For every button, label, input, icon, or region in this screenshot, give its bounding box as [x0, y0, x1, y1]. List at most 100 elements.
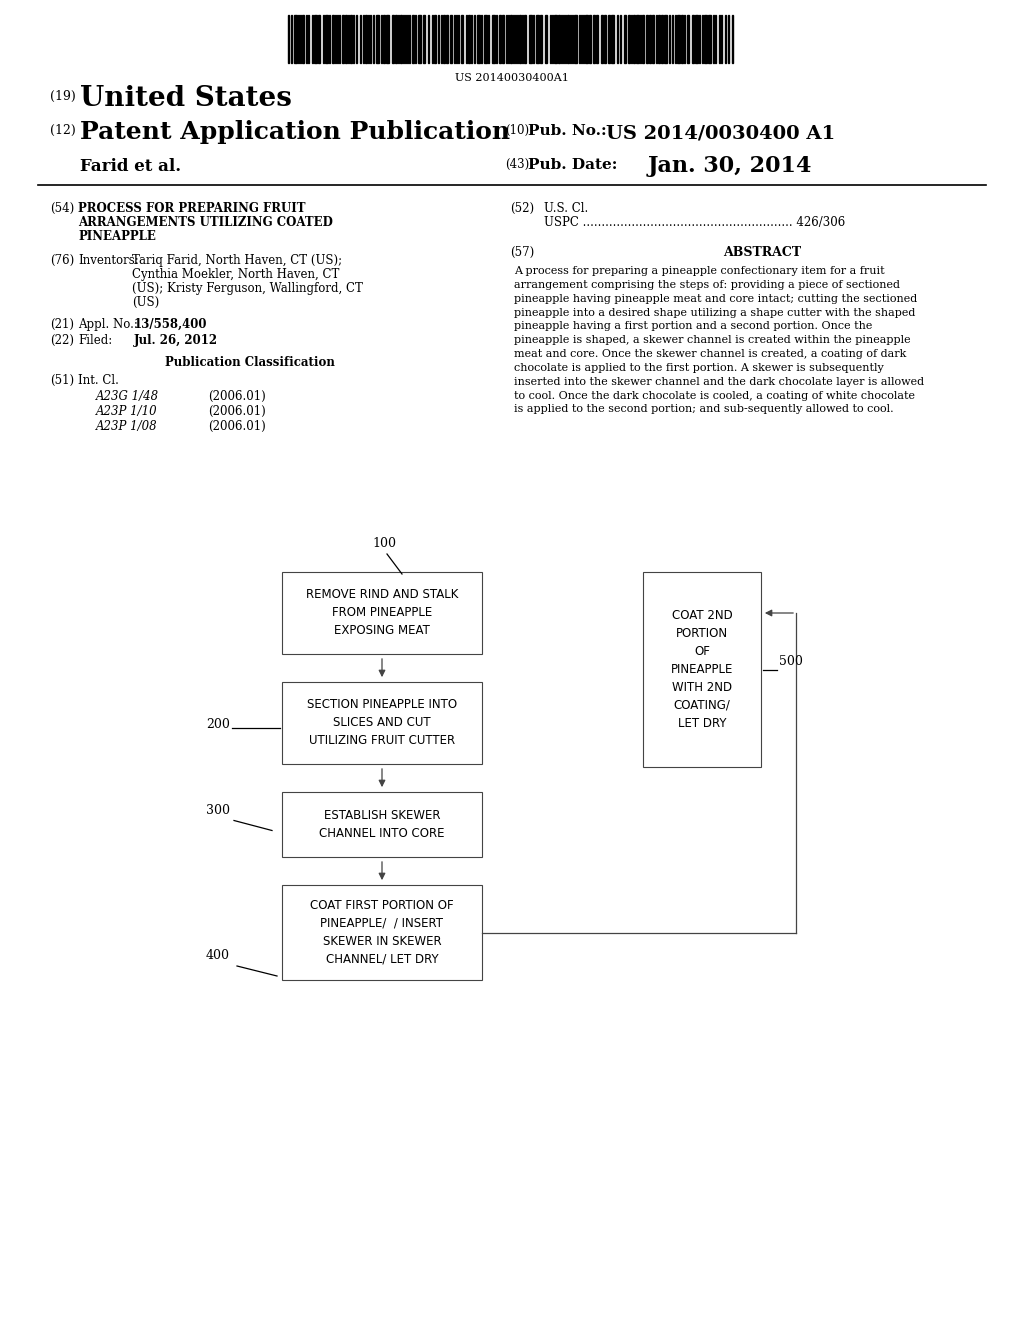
Bar [446, 15, 449, 63]
Bar [499, 15, 501, 63]
Bar [585, 15, 588, 63]
Text: (2006.01): (2006.01) [208, 389, 266, 403]
Text: PINEAPPLE: PINEAPPLE [78, 230, 156, 243]
Text: Cynthia Moekler, North Haven, CT: Cynthia Moekler, North Haven, CT [132, 268, 339, 281]
Bar [593, 15, 595, 63]
Bar [662, 15, 663, 63]
Bar [376, 15, 379, 63]
Text: A process for preparing a pineapple confectionary item for a fruit
arrangement c: A process for preparing a pineapple conf… [514, 267, 924, 414]
Text: Patent Application Publication: Patent Application Publication [80, 120, 510, 144]
Text: ESTABLISH SKEWER
CHANNEL INTO CORE: ESTABLISH SKEWER CHANNEL INTO CORE [319, 809, 444, 840]
Text: (12): (12) [50, 124, 76, 137]
Text: US 2014/0030400 A1: US 2014/0030400 A1 [606, 124, 836, 143]
Text: Publication Classification: Publication Classification [165, 356, 335, 370]
Bar [318, 15, 319, 63]
Bar [468, 15, 470, 63]
Bar [658, 15, 660, 63]
Bar [477, 15, 480, 63]
Text: 200: 200 [206, 718, 230, 731]
Text: (22): (22) [50, 334, 74, 347]
Text: (51): (51) [50, 374, 74, 387]
Bar [314, 15, 317, 63]
Text: 13/558,400: 13/558,400 [134, 318, 208, 331]
Bar [596, 15, 598, 63]
Bar [554, 15, 557, 63]
Text: COAT 2ND
PORTION
OF
PINEAPPLE
WITH 2ND
COATING/
LET DRY: COAT 2ND PORTION OF PINEAPPLE WITH 2ND C… [671, 609, 733, 730]
Bar [567, 15, 569, 63]
Text: (2006.01): (2006.01) [208, 405, 266, 418]
Text: US 20140030400A1: US 20140030400A1 [455, 73, 569, 83]
Text: 400: 400 [206, 949, 230, 962]
Bar [443, 15, 445, 63]
Text: Appl. No.:: Appl. No.: [78, 318, 138, 331]
Bar [400, 15, 402, 63]
Bar [705, 15, 707, 63]
Text: (54): (54) [50, 202, 75, 215]
Bar [628, 15, 630, 63]
Bar [601, 15, 603, 63]
Text: (21): (21) [50, 318, 74, 331]
Text: COAT FIRST PORTION OF
PINEAPPLE/  / INSERT
SKEWER IN SKEWER
CHANNEL/ LET DRY: COAT FIRST PORTION OF PINEAPPLE/ / INSER… [310, 899, 454, 966]
Text: ABSTRACT: ABSTRACT [723, 246, 801, 259]
Bar [708, 15, 711, 63]
Text: (43): (43) [505, 158, 529, 172]
Text: Jul. 26, 2012: Jul. 26, 2012 [134, 334, 218, 347]
FancyBboxPatch shape [282, 682, 482, 764]
Bar [492, 15, 495, 63]
Text: 300: 300 [206, 804, 230, 817]
Bar [524, 15, 526, 63]
Bar [365, 15, 367, 63]
Text: Pub. Date:: Pub. Date: [528, 158, 617, 172]
Text: Tariq Farid, North Haven, CT (US);: Tariq Farid, North Haven, CT (US); [132, 253, 342, 267]
Bar [536, 15, 539, 63]
Bar [345, 15, 347, 63]
Bar [519, 15, 521, 63]
Bar [636, 15, 639, 63]
Text: U.S. Cl.: U.S. Cl. [544, 202, 588, 215]
Bar [325, 15, 328, 63]
Text: SECTION PINEAPPLE INTO
SLICES AND CUT
UTILIZING FRUIT CUTTER: SECTION PINEAPPLE INTO SLICES AND CUT UT… [307, 698, 457, 747]
Text: Int. Cl.: Int. Cl. [78, 374, 119, 387]
Text: REMOVE RIND AND STALK
FROM PINEAPPLE
EXPOSING MEAT: REMOVE RIND AND STALK FROM PINEAPPLE EXP… [306, 589, 458, 638]
Text: Jan. 30, 2014: Jan. 30, 2014 [648, 154, 812, 177]
Text: (52): (52) [510, 202, 535, 215]
Bar [604, 15, 606, 63]
Bar [484, 15, 487, 63]
Text: Inventors:: Inventors: [78, 253, 138, 267]
Text: 500: 500 [779, 655, 803, 668]
Bar [540, 15, 542, 63]
Bar [574, 15, 577, 63]
Bar [642, 15, 644, 63]
Bar [677, 15, 680, 63]
Text: (76): (76) [50, 253, 75, 267]
Bar [350, 15, 352, 63]
Text: (19): (19) [50, 90, 76, 103]
Text: (US): (US) [132, 296, 160, 309]
Bar [294, 15, 297, 63]
Bar [692, 15, 694, 63]
Bar [624, 15, 626, 63]
Bar [529, 15, 532, 63]
Text: PROCESS FOR PREPARING FRUIT: PROCESS FOR PREPARING FRUIT [78, 202, 305, 215]
Bar [510, 15, 512, 63]
Text: A23P 1/08: A23P 1/08 [96, 420, 158, 433]
Bar [649, 15, 651, 63]
Bar [418, 15, 421, 63]
FancyBboxPatch shape [282, 792, 482, 857]
Bar [502, 15, 504, 63]
Bar [652, 15, 654, 63]
Text: (US); Kristy Ferguson, Wallingford, CT: (US); Kristy Ferguson, Wallingford, CT [132, 282, 362, 294]
Text: Pub. No.:: Pub. No.: [528, 124, 612, 139]
Bar [695, 15, 698, 63]
FancyBboxPatch shape [282, 572, 482, 653]
Bar [589, 15, 591, 63]
Bar [423, 15, 425, 63]
Bar [558, 15, 560, 63]
Text: Farid et al.: Farid et al. [80, 158, 181, 176]
Bar [332, 15, 334, 63]
Bar [545, 15, 547, 63]
Text: Filed:: Filed: [78, 334, 113, 347]
FancyBboxPatch shape [282, 884, 482, 979]
Bar [646, 15, 648, 63]
Bar [687, 15, 689, 63]
